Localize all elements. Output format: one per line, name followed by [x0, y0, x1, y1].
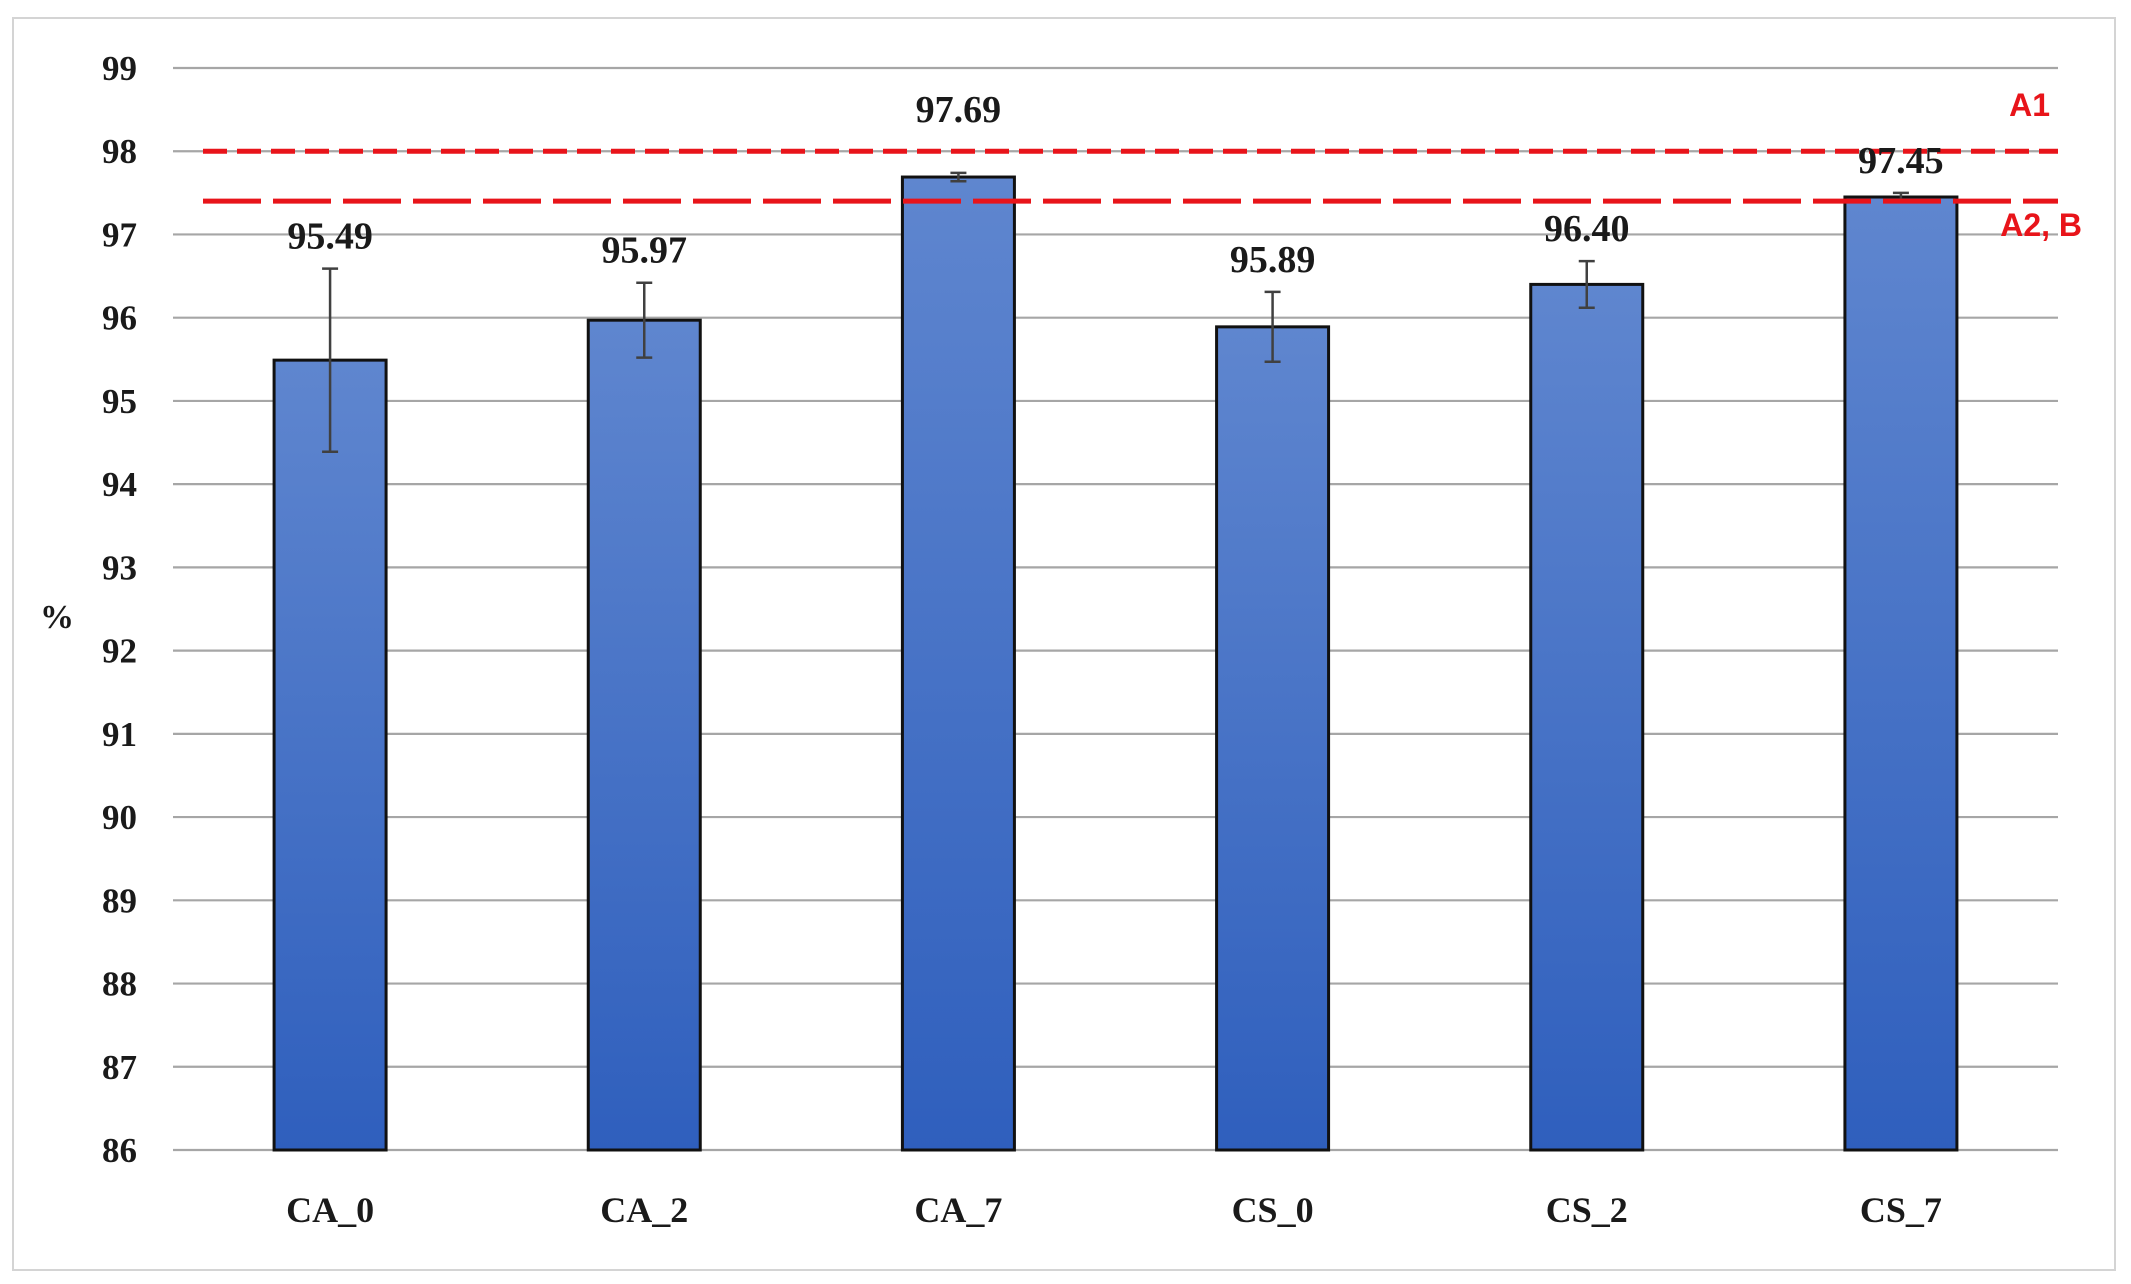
x-category-label: CS_7 [1860, 1190, 1942, 1230]
x-category-label: CA_2 [600, 1190, 688, 1230]
bar [1843, 195, 1959, 1152]
reference-line-label: A2, B [2000, 207, 2082, 243]
gridlines [173, 66, 2058, 1152]
data-label: 95.49 [287, 216, 373, 258]
y-tick-label: 86 [102, 1131, 137, 1170]
y-tick-label: 90 [102, 798, 137, 837]
x-category-label: CA_7 [914, 1190, 1002, 1230]
data-label: 97.45 [1858, 140, 1944, 182]
y-tick-label: 96 [102, 299, 137, 338]
y-tick-label: 91 [102, 715, 137, 754]
y-axis-ticks: 86 87 88 89 90 91 92 93 94 95 96 97 98 99 [102, 49, 137, 1170]
y-tick-label: 89 [102, 881, 137, 920]
y-tick-label: 97 [102, 215, 137, 254]
x-axis-categories: CA_0 CA_2 CA_7 CS_0 CS_2 CS_7 [286, 1190, 1942, 1230]
value-labels: 95.49 95.97 97.69 95.89 96.40 97.45 [287, 89, 1943, 281]
x-category-label: CS_2 [1546, 1190, 1628, 1230]
y-tick-label: 93 [102, 548, 137, 587]
y-tick-label: 98 [102, 132, 137, 171]
y-tick-label: 88 [102, 965, 137, 1004]
bar [900, 175, 1016, 1152]
y-tick-label: 94 [102, 465, 137, 504]
bars [272, 175, 1959, 1152]
reference-line-label: A1 [2009, 87, 2050, 123]
bar [272, 358, 388, 1152]
y-tick-label: 92 [102, 632, 137, 671]
reference-lines: A1 A2, B [203, 87, 2082, 243]
bar [586, 318, 702, 1152]
bar [1529, 282, 1645, 1152]
data-label: 97.69 [916, 89, 1002, 131]
y-tick-label: 99 [102, 49, 137, 88]
y-tick-label: 87 [102, 1048, 137, 1087]
y-tick-label: 95 [102, 382, 137, 421]
error-bars [322, 171, 1909, 453]
data-label: 95.89 [1230, 239, 1316, 281]
x-category-label: CA_0 [286, 1190, 374, 1230]
data-label: 96.40 [1544, 208, 1630, 250]
y-axis-label: % [40, 599, 74, 636]
x-category-label: CS_0 [1232, 1190, 1314, 1230]
data-label: 95.97 [602, 230, 688, 272]
bar [1215, 325, 1331, 1152]
